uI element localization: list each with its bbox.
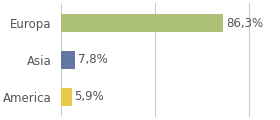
Text: 5,9%: 5,9% xyxy=(74,90,104,103)
Bar xyxy=(60,14,223,32)
Bar xyxy=(60,88,72,106)
Bar xyxy=(60,51,75,69)
Text: 86,3%: 86,3% xyxy=(226,17,263,30)
Text: 7,8%: 7,8% xyxy=(78,54,108,66)
